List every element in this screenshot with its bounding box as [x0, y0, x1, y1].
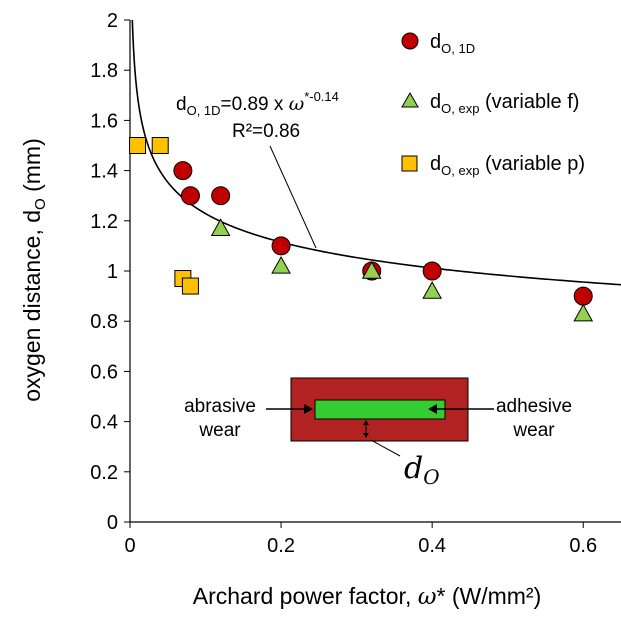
inset-schematic: abrasive wear adhesive wear dO — [184, 377, 572, 489]
point-d-o-1d — [173, 161, 193, 181]
fit-r2: R²=0.86 — [232, 121, 300, 142]
legend-entry-d-o-exp-f: dO, exp (variable f) — [401, 91, 579, 116]
legend-marker-triangle — [401, 91, 419, 108]
d-leader-line — [370, 439, 401, 457]
y-axis-label: oxygen distance, dO (mm) — [19, 138, 49, 402]
x-tick-label: 0.2 — [267, 535, 295, 557]
point-d-o-exp-f — [210, 218, 231, 237]
legend-label-d-o-exp-f: dO, exp (variable f) — [430, 91, 579, 116]
point-d-o-1d — [573, 286, 593, 306]
y-tick-label: 2 — [107, 10, 118, 32]
legend: dO, 1D dO, exp (variable f) dO, exp (var… — [401, 31, 585, 178]
adhesive-wear-label-2: wear — [512, 420, 555, 441]
fit-leader-line — [269, 145, 317, 249]
inset-inner-layer — [314, 399, 446, 420]
y-tick-label: 1.6 — [90, 110, 118, 132]
legend-entry-d-o-1d: dO, 1D — [401, 31, 475, 56]
right-arrow-head — [428, 404, 437, 414]
y-tick-label: 1.2 — [90, 211, 118, 233]
y-tick-label: 1 — [107, 261, 118, 283]
d-arrow-head-up — [363, 420, 369, 425]
legend-marker-circle — [401, 32, 419, 50]
x-tick-label: 0.6 — [569, 535, 597, 557]
d-o-label: dO — [404, 451, 440, 489]
legend-label-d-o-1d: dO, 1D — [430, 31, 475, 56]
axes: 0 0.2 0.4 0.6 0.8 1 1.2 1.4 1.6 1.8 2 0 0.2 0.4 0.6 — [90, 10, 621, 557]
abrasive-wear-label-1: abrasive — [184, 396, 256, 417]
legend-entry-d-o-exp-p: dO, exp (variable p) — [401, 153, 585, 178]
d-arrow-head-down — [363, 433, 369, 438]
point-d-o-exp-f — [361, 260, 382, 279]
adhesive-wear-label-1: adhesive — [496, 396, 572, 417]
point-d-o-1d — [180, 186, 200, 206]
point-d-o-exp-f — [573, 303, 594, 322]
left-arrow-head — [304, 404, 313, 414]
point-d-o-exp-f — [271, 255, 291, 274]
y-tick-label: 0 — [107, 512, 118, 534]
point-d-o-1d — [271, 236, 291, 256]
legend-marker-square — [401, 155, 418, 172]
point-d-o-exp-p — [181, 277, 199, 295]
x-axis-label: Archard power factor, ω* (W/mm²) — [193, 583, 542, 610]
point-d-o-exp-p — [129, 137, 147, 154]
abrasive-wear-label-2: wear — [198, 420, 241, 441]
data-points-layer — [129, 137, 594, 322]
y-tick-label: 1.4 — [90, 161, 118, 183]
legend-label-d-o-exp-p: dO, exp (variable p) — [430, 153, 585, 178]
y-tick-label: 0.4 — [90, 412, 118, 434]
point-d-o-exp-f — [422, 281, 443, 299]
y-tick-label: 0.8 — [90, 311, 118, 333]
x-tick-label: 0.4 — [418, 535, 446, 557]
y-tick-label: 0.6 — [90, 361, 118, 383]
fit-annotation: dO, 1D=0.89 x ω*-0.14 R²=0.86 — [176, 89, 339, 249]
y-tick-label: 0.2 — [90, 462, 118, 484]
point-d-o-1d — [422, 261, 442, 281]
fit-equation: dO, 1D=0.89 x ω*-0.14 — [176, 89, 339, 118]
y-tick-label: 1.8 — [90, 60, 118, 82]
x-tick-label: 0 — [124, 535, 135, 557]
point-d-o-1d — [211, 186, 231, 206]
point-d-o-exp-p — [151, 137, 169, 154]
